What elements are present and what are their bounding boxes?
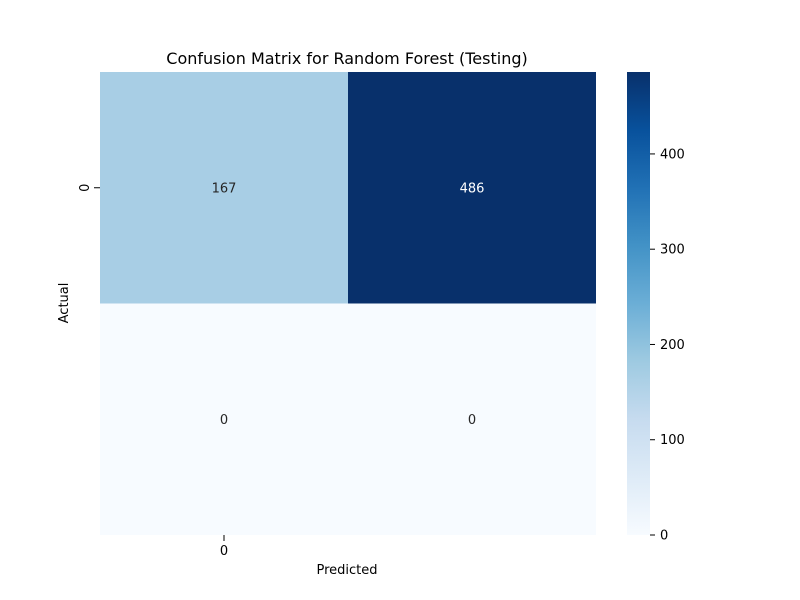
cell-value-label: 167 xyxy=(212,181,237,196)
heatmap-cells xyxy=(100,72,596,535)
colorbar-tick-label: 100 xyxy=(660,433,685,448)
y-axis-label: Actual xyxy=(57,283,72,324)
heatmap-cell xyxy=(100,303,348,535)
chart-title: Confusion Matrix for Random Forest (Test… xyxy=(166,49,527,68)
colorbar-ticks: 0 100 200 300 400 xyxy=(650,147,685,544)
colorbar-tick-label: 0 xyxy=(660,529,668,544)
heatmap-cell xyxy=(348,303,596,535)
heatmap-cell xyxy=(100,72,348,304)
colorbar-tick-label: 200 xyxy=(660,338,685,353)
y-axis-ticks: 0 xyxy=(78,184,100,192)
y-tick-label: 0 xyxy=(78,184,93,192)
heatmap-cell xyxy=(348,72,596,304)
x-tick-label: 0 xyxy=(220,544,228,559)
x-axis-label: Predicted xyxy=(316,563,377,578)
heatmap-cell-labels: 167 486 0 0 xyxy=(212,181,485,428)
cell-value-label: 0 xyxy=(468,413,476,428)
colorbar-tick-label: 400 xyxy=(660,147,685,162)
cell-value-label: 0 xyxy=(220,413,228,428)
colorbar xyxy=(627,72,650,535)
x-axis-ticks: 0 xyxy=(220,535,228,559)
cell-value-label: 486 xyxy=(460,181,485,196)
colorbar-tick-label: 300 xyxy=(660,243,685,258)
